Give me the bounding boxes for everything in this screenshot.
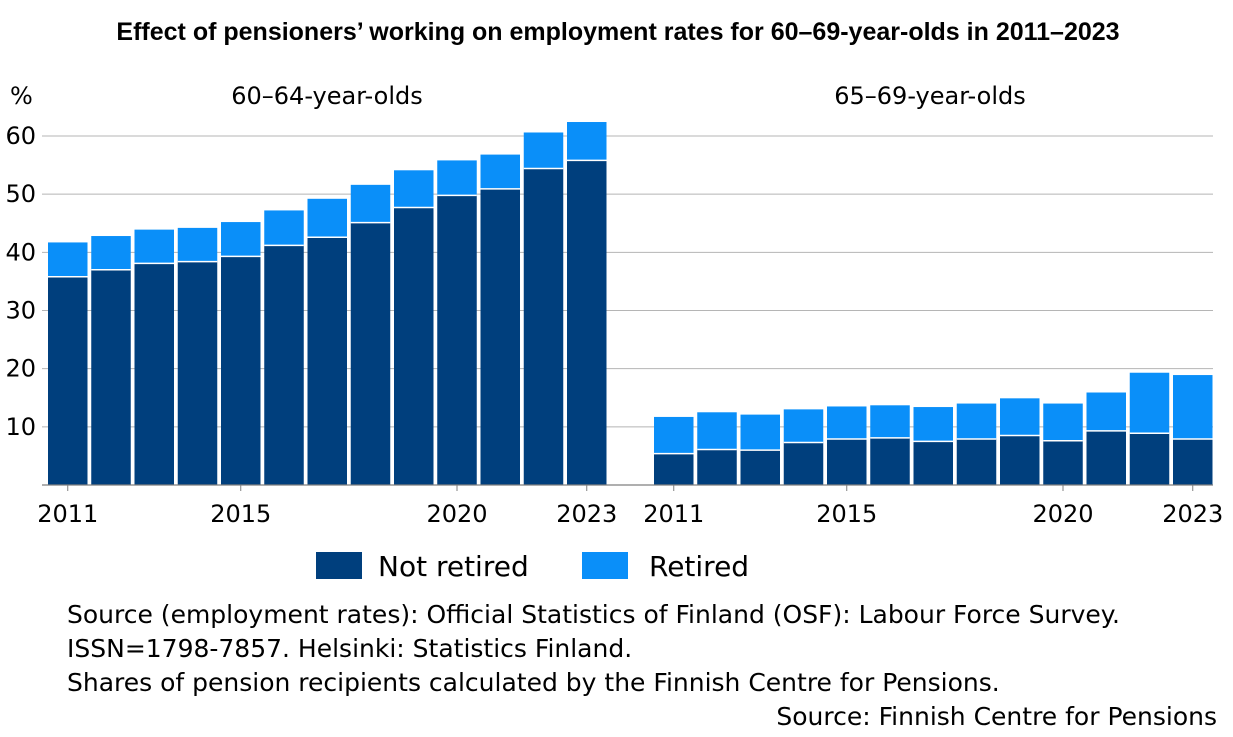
y-tick-label: 20 xyxy=(5,355,36,383)
bar-not-retired xyxy=(654,453,694,485)
bar-retired xyxy=(740,414,780,451)
bar-retired xyxy=(1000,398,1040,436)
bar-not-retired xyxy=(870,437,910,485)
legend-swatch-not-retired xyxy=(316,552,362,579)
bar-not-retired xyxy=(307,237,347,485)
bar-not-retired xyxy=(221,256,261,485)
bar-retired xyxy=(913,407,953,442)
legend-swatch-retired xyxy=(582,552,628,579)
bar-retired xyxy=(783,409,824,443)
bar-retired xyxy=(394,170,434,208)
legend-label-retired: Retired xyxy=(649,550,749,583)
bar-retired xyxy=(523,132,564,169)
source-line-2: ISSN=1798-7857. Helsinki: Statistics Fin… xyxy=(67,634,633,663)
bar-retired xyxy=(1173,375,1213,440)
bars xyxy=(48,122,1213,485)
bar-not-retired xyxy=(91,269,131,485)
bar-retired xyxy=(48,242,88,277)
bar-not-retired xyxy=(913,441,953,485)
axes xyxy=(42,484,1213,491)
bar-not-retired xyxy=(177,261,218,485)
bar-retired xyxy=(956,403,997,440)
bar-not-retired xyxy=(783,442,824,485)
bar-not-retired xyxy=(1129,433,1170,485)
y-tick-label: 60 xyxy=(5,122,36,150)
bar-retired xyxy=(1129,372,1170,434)
x-tick-label: 2015 xyxy=(210,500,271,528)
bar-retired xyxy=(697,412,737,450)
bar-retired xyxy=(307,198,347,238)
x-tick-label: 2020 xyxy=(426,500,487,528)
bar-not-retired xyxy=(394,207,434,485)
x-tick-label: 2015 xyxy=(816,500,877,528)
bar-not-retired xyxy=(264,245,304,485)
bar-retired xyxy=(350,184,391,223)
source-notes: Source (employment rates): Official Stat… xyxy=(67,598,1217,734)
panel-label: 60–64-year-olds xyxy=(231,82,423,110)
bar-retired xyxy=(827,406,867,440)
chart-title: Effect of pensioners’ working on employm… xyxy=(116,18,1119,46)
y-tick-label: 30 xyxy=(5,296,36,324)
legend: Not retired Retired xyxy=(316,550,749,583)
legend-label-not-retired: Not retired xyxy=(378,550,529,583)
bar-not-retired xyxy=(567,160,607,485)
y-tick-label: 10 xyxy=(5,413,36,441)
y-tick-label: 40 xyxy=(5,238,36,266)
bar-retired xyxy=(1086,392,1126,431)
x-tick-label: 2020 xyxy=(1032,500,1093,528)
bar-not-retired xyxy=(740,450,780,485)
bar-not-retired xyxy=(827,439,867,485)
bar-retired xyxy=(437,160,477,196)
panel-label: 65–69-year-olds xyxy=(834,82,1026,110)
bar-retired xyxy=(654,416,694,454)
bar-retired xyxy=(177,227,218,262)
bar-not-retired xyxy=(437,195,477,485)
bar-not-retired xyxy=(1173,439,1213,485)
bar-not-retired xyxy=(134,263,174,485)
x-tick-label: 2011 xyxy=(643,500,704,528)
source-line-1: Source (employment rates): Official Stat… xyxy=(67,600,1120,629)
bar-not-retired xyxy=(697,449,737,485)
bar-retired xyxy=(480,154,520,189)
tick-labels: 10 20 30 40 50 60 60–64-year-olds 2011 2015 2020 2… xyxy=(5,82,1223,528)
bar-not-retired xyxy=(480,188,520,485)
source-line-3: Shares of pension recipients calculated … xyxy=(67,668,1000,697)
x-tick-label: 2023 xyxy=(1162,500,1223,528)
bar-not-retired xyxy=(1000,435,1040,485)
bar-not-retired xyxy=(350,222,391,485)
gridlines xyxy=(42,135,1213,428)
bar-retired xyxy=(1043,403,1083,441)
bar-retired xyxy=(221,222,261,257)
bar-not-retired xyxy=(956,439,997,485)
y-axis-unit-label: % xyxy=(10,82,33,110)
bar-retired xyxy=(134,229,174,264)
source-credit: Source: Finnish Centre for Pensions xyxy=(776,702,1217,731)
bar-not-retired xyxy=(1043,440,1083,485)
bar-retired xyxy=(264,210,304,246)
bar-retired xyxy=(91,236,131,270)
bar-retired xyxy=(567,122,607,161)
bar-not-retired xyxy=(48,276,88,485)
bar-retired xyxy=(870,405,910,438)
x-tick-label: 2011 xyxy=(37,500,98,528)
bar-not-retired xyxy=(1086,430,1126,485)
x-tick-label: 2023 xyxy=(556,500,617,528)
bar-not-retired xyxy=(523,168,564,485)
y-tick-label: 50 xyxy=(5,180,36,208)
